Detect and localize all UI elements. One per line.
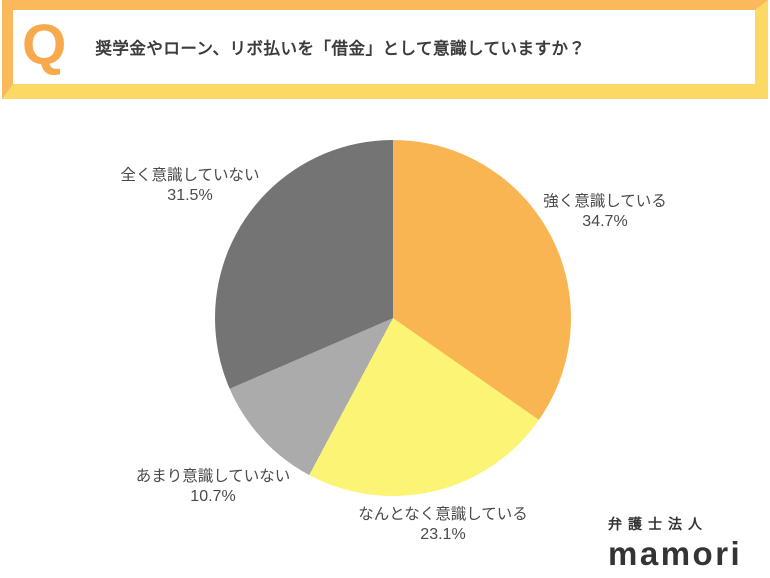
slice-label-text: 全く意識していない — [120, 167, 260, 184]
slice-label-not-aware: 全く意識していない 31.5% — [120, 166, 259, 206]
slice-label-strongly-aware: 強く意識している 34.7% — [543, 192, 667, 232]
slice-label-barely-aware: あまり意識していない 10.7% — [136, 467, 291, 507]
q-mark-icon: Q — [22, 12, 67, 77]
brand-logo-wordmark: mamori — [608, 535, 743, 572]
slice-label-text: あまり意識していない — [135, 468, 291, 485]
question-banner: Q 奨学金やローン、リボ払いを「借金」として意識していますか？ — [2, 0, 768, 99]
slice-label-pct: 31.5% — [167, 187, 213, 204]
slice-label-pct: 34.7% — [582, 213, 628, 230]
brand-logo: 弁護士法人 mamori — [608, 514, 742, 570]
slice-label-text: 強く意識している — [543, 193, 667, 210]
slice-label-vaguely-aware: なんとなく意識している 23.1% — [358, 505, 528, 545]
brand-logo-firm-type: 弁護士法人 — [608, 516, 708, 532]
slice-label-pct: 23.1% — [420, 526, 466, 543]
question-title: 奨学金やローン、リボ払いを「借金」として意識していますか？ — [95, 40, 586, 58]
pie-chart — [215, 140, 571, 496]
slice-label-pct: 10.7% — [190, 488, 236, 505]
slice-label-text: なんとなく意識している — [358, 506, 528, 523]
